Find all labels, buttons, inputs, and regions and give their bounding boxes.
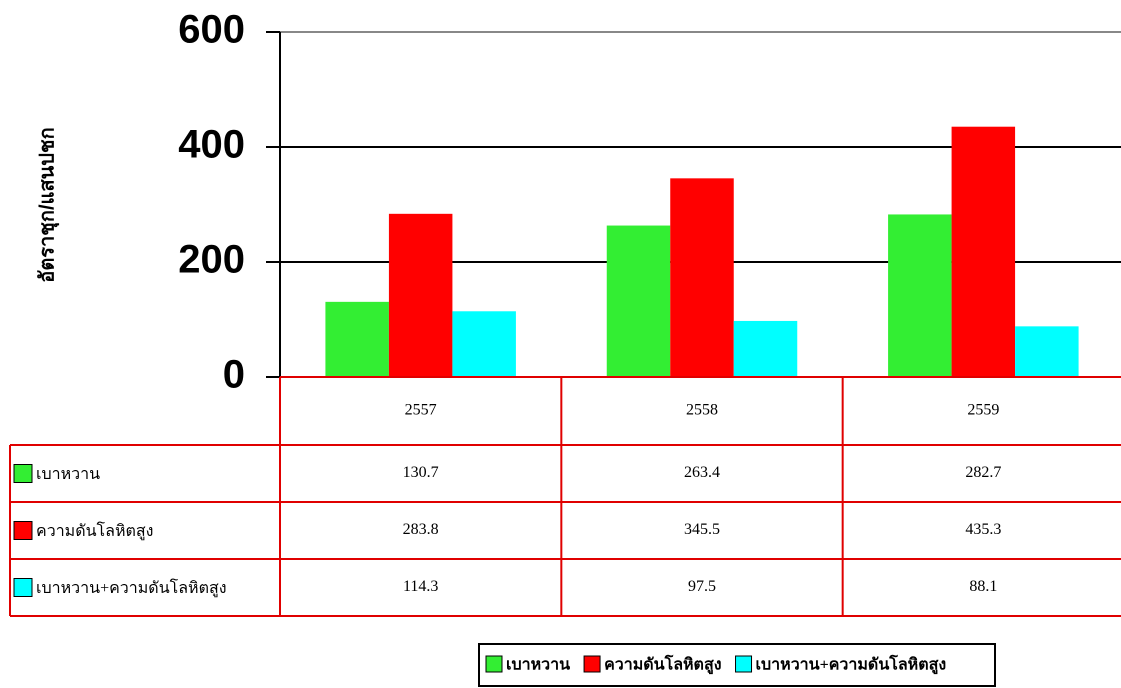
table-value: 282.7 — [965, 464, 1001, 481]
table-value: 97.5 — [688, 578, 716, 595]
table-value: 88.1 — [969, 578, 997, 595]
table-value: 263.4 — [684, 464, 720, 481]
legend-swatch — [735, 655, 753, 673]
legend-swatch — [13, 521, 33, 540]
row-label: ความดันโลหิตสูง — [36, 521, 153, 541]
legend-swatch — [13, 578, 33, 597]
bar — [733, 320, 798, 377]
legend-swatch — [13, 464, 33, 483]
bar — [325, 301, 389, 377]
x-tick-label: 2559 — [967, 402, 999, 419]
x-tick-label: 2557 — [405, 402, 437, 419]
legend-label: เบาหวาน — [506, 657, 570, 674]
y-tick-label: 0 — [223, 353, 245, 397]
table-value: 435.3 — [965, 521, 1001, 538]
table-value: 114.3 — [403, 578, 438, 595]
y-axis-label: อัตราชุก/แสนปชก — [36, 127, 59, 282]
table-value: 130.7 — [403, 464, 439, 481]
bar — [951, 126, 1016, 377]
bar — [670, 178, 734, 377]
y-tick-label: 600 — [178, 8, 245, 52]
y-tick-label: 400 — [178, 123, 245, 167]
table-value: 345.5 — [684, 521, 720, 538]
legend-label: ความดันโลหิตสูง — [604, 654, 721, 676]
legend-swatch — [485, 655, 503, 673]
legend-label: เบาหวาน+ความดันโลหิตสูง — [756, 654, 947, 676]
bar — [1015, 326, 1079, 377]
table-value: 283.8 — [403, 521, 439, 538]
legend-swatch — [583, 655, 601, 673]
row-label: เบาหวาน — [36, 466, 100, 483]
bar — [452, 311, 516, 377]
bar — [606, 225, 671, 377]
bar — [388, 213, 453, 377]
y-tick-label: 200 — [178, 238, 245, 282]
bar — [888, 214, 952, 377]
x-tick-label: 2558 — [686, 402, 718, 419]
row-label: เบาหวาน+ความดันโลหิตสูง — [36, 578, 227, 598]
